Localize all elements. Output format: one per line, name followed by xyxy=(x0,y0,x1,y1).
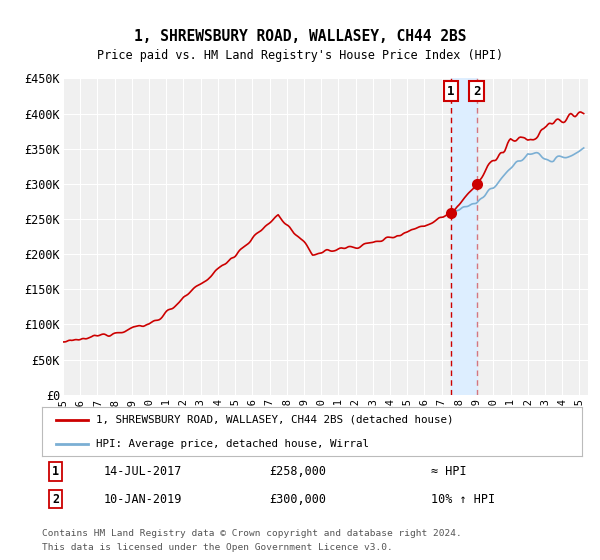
Text: HPI: Average price, detached house, Wirral: HPI: Average price, detached house, Wirr… xyxy=(96,438,369,449)
Text: 1: 1 xyxy=(447,85,455,97)
Text: Price paid vs. HM Land Registry's House Price Index (HPI): Price paid vs. HM Land Registry's House … xyxy=(97,49,503,63)
Text: 14-JUL-2017: 14-JUL-2017 xyxy=(104,465,182,478)
Text: 10-JAN-2019: 10-JAN-2019 xyxy=(104,493,182,506)
Text: Contains HM Land Registry data © Crown copyright and database right 2024.: Contains HM Land Registry data © Crown c… xyxy=(42,530,462,539)
Text: ≈ HPI: ≈ HPI xyxy=(431,465,466,478)
Text: £300,000: £300,000 xyxy=(269,493,326,506)
Text: 2: 2 xyxy=(473,85,481,97)
Text: £258,000: £258,000 xyxy=(269,465,326,478)
Bar xyxy=(451,78,476,395)
Text: This data is licensed under the Open Government Licence v3.0.: This data is licensed under the Open Gov… xyxy=(42,543,393,552)
Text: 2: 2 xyxy=(52,493,59,506)
Text: 1: 1 xyxy=(52,465,59,478)
Text: 10% ↑ HPI: 10% ↑ HPI xyxy=(431,493,495,506)
Text: 1, SHREWSBURY ROAD, WALLASEY, CH44 2BS (detached house): 1, SHREWSBURY ROAD, WALLASEY, CH44 2BS (… xyxy=(96,415,454,425)
Text: 1, SHREWSBURY ROAD, WALLASEY, CH44 2BS: 1, SHREWSBURY ROAD, WALLASEY, CH44 2BS xyxy=(134,29,466,44)
